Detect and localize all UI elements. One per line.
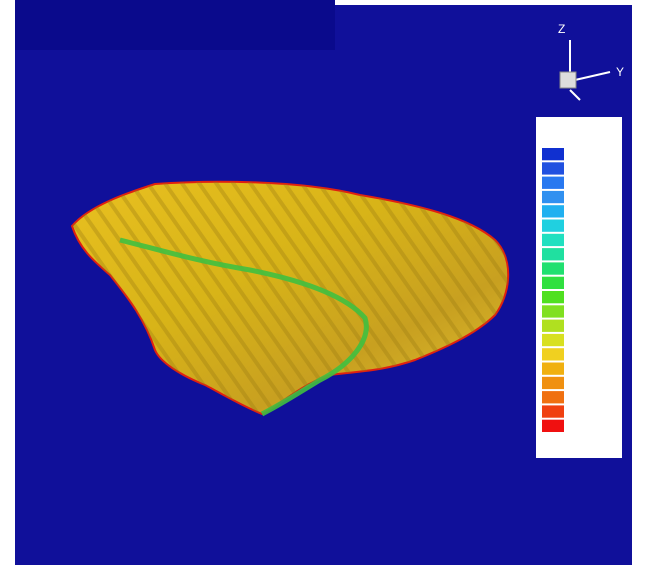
legend-swatch [542,162,564,174]
axis-cube [560,72,576,88]
legend-swatch [542,234,564,246]
legend-swatch [542,348,564,360]
legend-swatch [542,205,564,217]
legend-swatch [542,363,564,375]
legend-swatch [542,391,564,403]
header-band [15,0,335,50]
legend-swatch [542,377,564,389]
legend-swatch [542,291,564,303]
legend-swatch [542,420,564,432]
legend-swatch [542,262,564,274]
z-label: Z [558,22,565,36]
legend-swatch [542,248,564,260]
legend-swatch [542,320,564,332]
visualization: Z Y [0,0,647,567]
legend-swatch [542,305,564,317]
legend-swatch [542,220,564,232]
y-label: Y [616,65,624,79]
legend-swatch [542,148,564,160]
legend-swatch [542,177,564,189]
legend-swatch [542,405,564,417]
legend-swatch [542,334,564,346]
legend-swatch [542,191,564,203]
legend-swatch [542,277,564,289]
